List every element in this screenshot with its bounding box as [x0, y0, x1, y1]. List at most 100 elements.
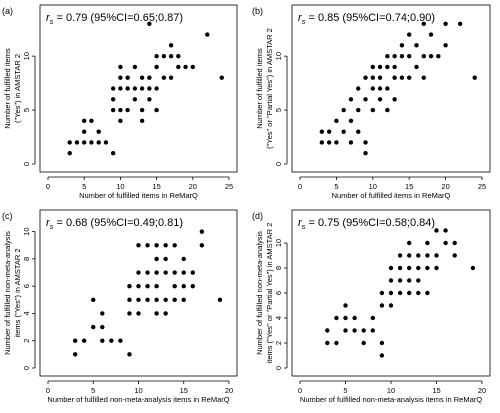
data-point — [414, 64, 419, 70]
data-point — [421, 75, 426, 80]
data-point — [343, 328, 348, 333]
data-point — [100, 311, 105, 316]
data-point — [399, 43, 405, 48]
data-point — [181, 297, 186, 303]
x-tick-label: 20 — [225, 386, 233, 395]
data-point — [132, 86, 138, 91]
y-tick-label: 8 — [22, 257, 31, 261]
x-tick-label: 5 — [91, 386, 95, 395]
data-point — [147, 86, 152, 91]
data-point — [136, 243, 141, 248]
data-point — [145, 243, 150, 248]
data-point — [161, 75, 167, 80]
data-point — [118, 64, 123, 70]
data-point — [425, 240, 430, 246]
data-point — [399, 75, 405, 80]
data-point — [434, 228, 439, 233]
x-axis-label: Number of fulfilled non-meta-analysis it… — [47, 395, 229, 404]
y-tick-label: 4 — [22, 311, 31, 315]
data-point — [127, 297, 132, 303]
data-point — [434, 265, 439, 271]
data-point — [139, 86, 145, 91]
x-tick-label: 25 — [225, 182, 233, 191]
data-point — [407, 253, 412, 258]
data-point — [407, 240, 412, 246]
data-point — [154, 270, 159, 275]
y-axis-label-line: items ("Yes") in AMSTAR 2 — [13, 248, 22, 337]
data-point — [421, 21, 426, 26]
data-point — [363, 151, 368, 156]
data-point — [388, 290, 394, 296]
data-point — [370, 107, 375, 113]
y-tick-label: 2 — [274, 341, 283, 345]
data-point — [125, 86, 130, 91]
stat-symbol: r — [298, 217, 303, 229]
data-point — [370, 75, 375, 80]
data-point — [370, 86, 375, 91]
data-point — [356, 107, 361, 113]
plot-frame — [39, 209, 238, 377]
data-point — [89, 140, 94, 145]
data-point — [181, 270, 186, 275]
data-point — [414, 43, 419, 48]
data-point — [379, 303, 385, 308]
data-point — [163, 311, 168, 316]
data-point — [397, 290, 403, 296]
x-tick-label: 5 — [82, 182, 86, 191]
stat-subscript: s — [302, 17, 306, 26]
stat-symbol: r — [46, 217, 51, 229]
data-point — [181, 256, 186, 262]
data-point — [388, 303, 394, 308]
data-point — [443, 228, 448, 233]
correlation-text: rs = 0.85 (95%CI=0.74;0.90) — [298, 12, 435, 26]
y-tick-label: 10 — [22, 227, 31, 235]
data-point — [154, 256, 159, 262]
data-point — [161, 53, 167, 59]
plot-frame — [291, 209, 491, 377]
data-point — [89, 118, 94, 124]
y-axis-label-line: ("Yes" or "Partial Yes") in AMSTAR 2 — [265, 28, 274, 149]
data-point — [425, 253, 430, 258]
data-point — [154, 311, 159, 316]
data-point — [325, 328, 330, 333]
y-axis-label-line: Number of fulfilled items — [255, 48, 264, 129]
y-tick-label: 8 — [274, 266, 283, 270]
data-point — [96, 140, 101, 145]
data-point — [397, 278, 403, 283]
x-tick-label: 5 — [343, 386, 347, 395]
data-point — [127, 352, 132, 357]
data-point — [82, 129, 87, 134]
data-point — [407, 278, 412, 283]
data-point — [163, 243, 168, 248]
data-point — [147, 97, 152, 102]
data-point — [416, 265, 421, 271]
x-tick-label: 15 — [152, 182, 160, 191]
data-point — [388, 265, 394, 271]
data-point — [127, 311, 132, 316]
data-point — [110, 107, 116, 113]
data-point — [163, 256, 168, 262]
data-point — [103, 140, 109, 145]
data-point — [385, 53, 390, 59]
data-point — [379, 340, 385, 346]
data-point — [370, 328, 375, 333]
x-axis-label: Number of fulfilled non-meta-analysis it… — [300, 395, 482, 404]
data-point — [457, 21, 463, 26]
data-point — [145, 297, 150, 303]
stat-value: = 0.85 (95%CI=0.74;0.90) — [305, 12, 435, 24]
data-point — [356, 129, 361, 134]
data-point — [118, 75, 123, 80]
data-point — [379, 290, 385, 296]
data-point — [334, 140, 339, 145]
data-point — [421, 53, 426, 59]
data-point — [452, 253, 457, 258]
data-point — [361, 340, 366, 346]
data-point — [348, 118, 354, 124]
x-tick-label: 15 — [432, 386, 440, 395]
stat-value: = 0.79 (95%CI=0.65;0.87) — [53, 12, 183, 24]
data-point — [96, 129, 101, 134]
